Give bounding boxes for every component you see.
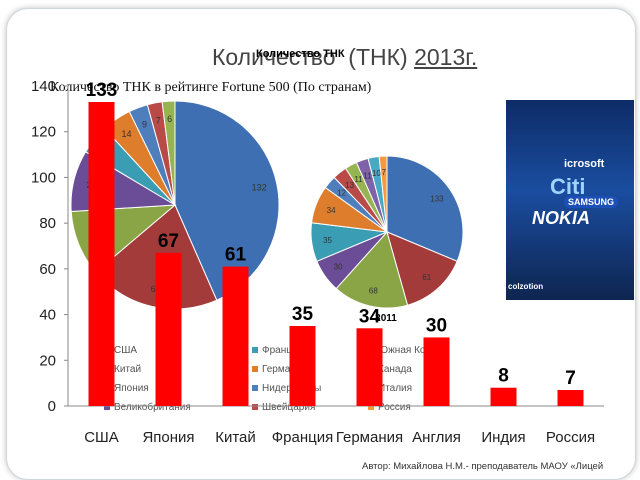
legend-label: Россия [378,402,411,413]
legend-label: Южная Корея [378,345,442,356]
bar [222,266,249,406]
legend-label: Германия [262,364,307,375]
pie-2013-slice [161,100,176,206]
y-tick-label: 40 [39,307,56,324]
bar [88,102,115,406]
bar [490,387,517,406]
legend-swatch [252,385,258,391]
author-footer: Автор: Михайлова Н.М.- преподаватель МАО… [362,461,604,472]
pie-2011-year-label: 2011 [375,313,397,324]
pie-2011-slice-label: 133 [430,195,444,204]
x-tick-label: Франция [272,429,333,446]
legend-item: Великобритания [104,402,191,413]
legend-item: Франция [252,345,303,356]
x-tick-label: Китай [215,429,256,446]
y-tick-label: 80 [39,215,56,232]
chart-subtitle: Количество ТНК в рейтинге Fortune 500 (П… [50,80,372,95]
bar-value-label: 133 [86,80,118,101]
legend-label: Китай [114,364,142,375]
bar-value-label: 7 [565,368,576,389]
legend-swatch [252,347,258,353]
slide-title-abbr: (ТНК) [348,44,408,70]
bar-value-label: 34 [359,306,381,327]
bar-value-label: 35 [292,304,314,325]
legend-label: Великобритания [114,402,191,413]
brand-nokia: NOKIA [532,208,590,228]
x-tick-label: Германия [336,429,403,446]
legend-label: Швейцария [262,402,316,413]
legend-swatch [252,404,258,410]
brand-citi: Citi [550,174,586,199]
bar-value-label: 61 [225,245,247,266]
legend-item: Швейцария [252,402,315,413]
y-tick-label: 120 [31,124,56,141]
brand-microsoft: icrosoft [564,158,605,170]
x-tick-label: США [84,429,119,446]
legend-label: Япония [114,383,149,394]
pie-2011-slice [378,155,388,233]
legend-item: Германия [252,364,307,375]
pie-2011-slice-label: 34 [327,206,336,215]
chart-overlay-label: Количество ТНК [256,48,345,60]
x-tick-label: Япония [142,429,194,446]
pie-2011-slice-label: 10 [372,169,381,178]
pie-2013-slice-label: 9 [142,120,147,130]
pie-2013-slice-label: 7 [156,116,161,126]
brand-collage-image: icrosoft Citi SAMSUNG NOKIA colzotion [506,100,634,300]
pie-2011-slice-label: 30 [334,263,343,272]
pie-2011-slice-label: 13 [345,181,354,190]
slide-title-year: 2013г. [414,44,478,70]
pie-2011-slice-label: 68 [369,286,378,295]
y-tick-label: 0 [48,398,56,415]
bar [289,326,316,406]
pie-2011-slice [335,230,409,309]
y-tick-label: 140 [31,78,56,95]
legend-swatch [368,404,374,410]
y-tick-label: 20 [39,352,56,369]
bar [356,328,383,406]
pie-2011-slice-label: 11 [354,175,363,184]
brand-samsung: SAMSUNG [564,196,619,208]
x-tick-label: Индия [481,429,525,446]
slide-title: Количество (ТНК) 2013г. [212,44,477,71]
y-tick-label: 100 [31,169,56,186]
brand-colzotion: colzotion [508,282,544,291]
pie-2013-slice-label: 14 [121,129,131,139]
legend-swatch [104,404,110,410]
pie-2013-slice-label: 132 [252,182,267,192]
pie-2011-slice [386,155,464,262]
bar-value-label: 67 [158,231,179,252]
legend-label: Франция [262,345,303,356]
legend-label: США [114,345,138,356]
bar [557,390,584,406]
bar-value-label: 30 [426,315,447,336]
bar-value-label: 8 [498,366,509,387]
legend-swatch [252,366,258,372]
pie-2011-slice-label: 11 [363,171,372,180]
legend-label: Канада [378,364,412,375]
legend-item: Россия [368,402,411,413]
pie-2011-slice-label: 61 [422,273,431,282]
y-tick-label: 60 [39,261,56,278]
pie-2011-slice [386,231,458,306]
pie-2013-slice-label: 6 [167,114,172,124]
pie-2011-slice-label: 7 [382,168,387,177]
x-tick-label: Россия [546,429,595,446]
pie-2011-slice-label: 12 [337,189,346,198]
bar [155,252,182,406]
pie-2011-slice-label: 35 [323,236,332,245]
x-tick-label: Англия [412,429,461,446]
legend-label: Италия [378,383,413,394]
slide-title-word: Количество [212,44,336,70]
bar [423,337,450,406]
